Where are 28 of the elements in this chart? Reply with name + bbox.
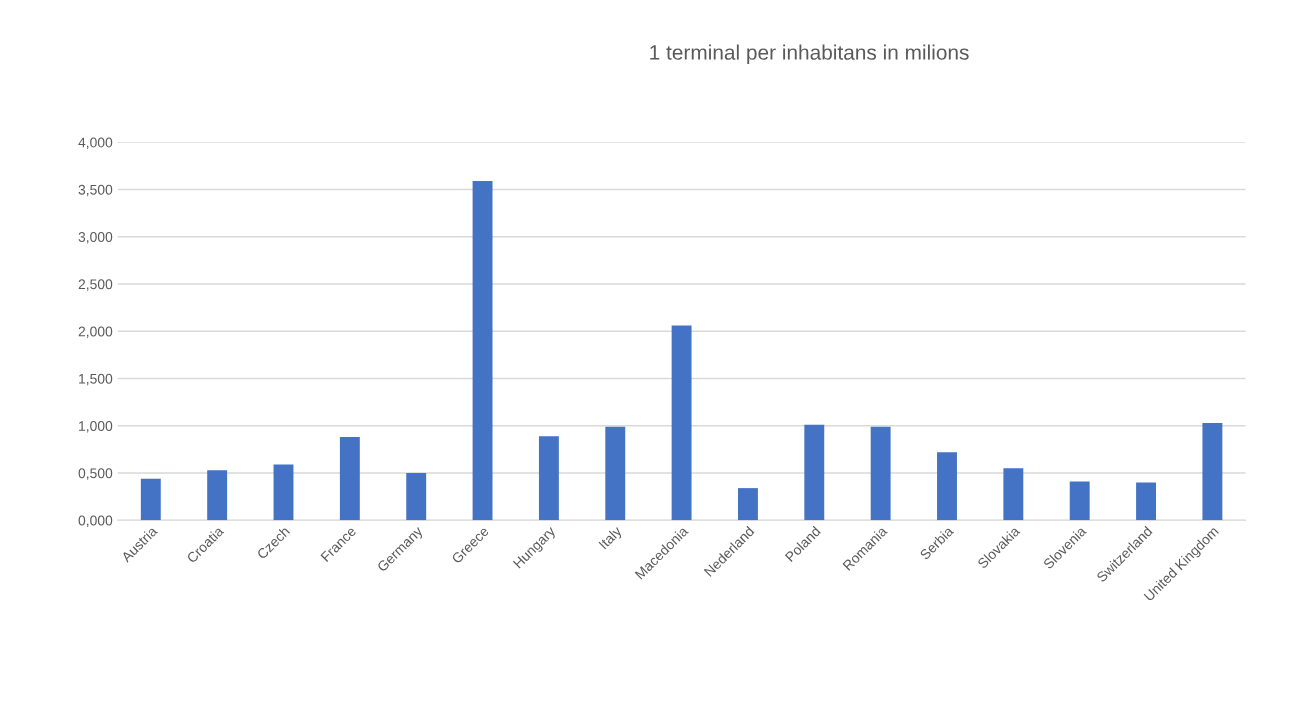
bar [671,325,692,521]
bar [472,180,493,521]
x-tick-label: Italy [598,525,625,552]
y-tick-label: 1,000 [79,421,113,433]
bar [1069,481,1090,521]
y-tick-label: 0,500 [78,468,113,480]
y-tick-label: 0,000 [78,515,113,528]
chart-title: 1 terminal per inhabitans in milions [650,44,969,64]
bar [804,424,825,521]
bar [406,473,427,521]
bar [870,426,891,521]
bar [207,470,228,521]
bar [1003,468,1024,521]
bar [1202,422,1223,521]
y-tick-label: 4,000 [78,137,113,150]
bar [140,478,161,521]
bar [937,452,957,521]
bar [605,426,626,521]
bar [538,436,559,521]
bar [1136,482,1156,521]
y-tick-label: 3,000 [78,232,113,244]
y-tick-label: 2,500 [78,279,113,291]
bar [339,437,360,521]
y-tick-label: 3,500 [78,184,113,197]
bar [738,488,758,521]
bar [273,464,294,521]
y-tick-label: 2,000 [78,326,113,339]
y-tick-label: 1,500 [79,373,113,386]
